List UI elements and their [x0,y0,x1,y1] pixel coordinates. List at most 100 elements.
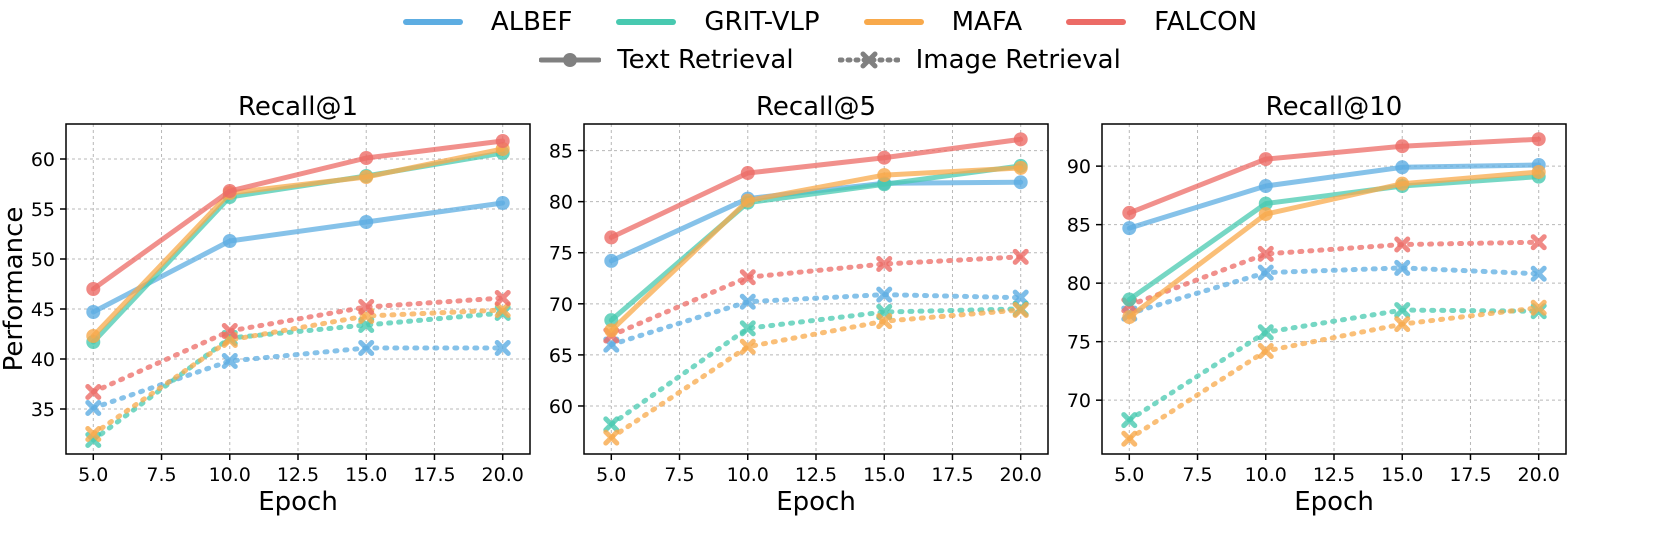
data-point [86,329,101,343]
x-tick-label: 20.0 [1518,464,1560,486]
data-point [1257,324,1274,341]
data-point [1395,176,1410,191]
data-point [1012,289,1029,306]
legend-item-grit-vlp: GRIT-VLP [616,7,820,37]
x-tick-label: 5.0 [596,464,626,486]
series-line [90,146,506,339]
data-point [86,282,101,296]
data-point [1257,343,1274,360]
y-tick-label: 35 [31,399,55,421]
series-line [1126,169,1542,320]
data-point [603,416,620,433]
data-point [221,353,238,369]
x-tick-label: 5.0 [78,464,108,486]
y-tick-label: 45 [31,299,55,321]
data-point [359,215,374,229]
x-tick-label: 17.5 [1449,464,1491,486]
y-tick-label: 40 [31,349,55,371]
data-point [1530,299,1547,316]
y-tick-label: 90 [1067,156,1091,178]
data-point [358,340,375,356]
legend-swatch-falcon [1066,19,1127,25]
chart-panel-recall-5: 5.0 7.5 10.0 12.5 15.0 17.5 20.0 60 65 70 75 80 85 Re… [549,92,1049,517]
y-tick-label: 65 [549,345,573,367]
x-tick-label: 20.0 [482,464,524,486]
data-point [1258,152,1273,167]
x-tick-label: 7.5 [146,464,176,486]
series-mafa-image-retrieval [1121,299,1547,447]
series-line [608,254,1024,338]
x-tick-label: 15.0 [345,464,387,486]
series-mafa-text-retrieval [1122,164,1546,325]
data-point [495,196,510,210]
data-point [1013,132,1028,147]
legend-label: ALBEF [490,7,573,37]
data-point [1122,205,1137,220]
data-point [1531,132,1546,147]
series-line [90,307,506,437]
x-tick-label: 10.0 [209,464,251,486]
legend-swatch-albef [402,19,463,25]
y-tick-label: 70 [549,294,573,316]
y-tick-label: 60 [31,149,55,171]
data-point [1531,164,1546,179]
data-point [359,151,374,165]
y-tick-label: 60 [549,396,573,418]
x-tick-label: 7.5 [664,464,694,486]
data-point [740,193,755,208]
data-point [1258,179,1273,194]
data-point [739,269,756,286]
x-tick-label: 17.5 [413,464,455,486]
data-point [876,255,893,272]
series-line [1126,174,1542,303]
series-line [608,307,1024,441]
y-tick-label: 75 [1067,332,1091,354]
data-point [739,293,756,310]
data-point [495,134,510,148]
image-retrieval-line-icon [837,51,900,69]
series-line [608,165,1024,333]
data-point [1394,236,1411,253]
data-point [739,338,756,355]
legend-label: GRIT-VLP [704,7,820,37]
data-point [85,400,102,416]
series-line [1126,239,1542,308]
text-retrieval-line-icon [539,53,602,67]
series-line [1126,136,1542,216]
data-point [876,313,893,330]
data-point [1122,221,1137,236]
series-mafa-image-retrieval [603,301,1029,446]
data-point [1257,264,1274,281]
data-point [740,166,755,181]
legend-label: FALCON [1154,7,1258,37]
legend-item-image-retrieval: Image Retrieval [837,45,1121,75]
legend-swatch-mafa [863,19,924,25]
y-tick-label: 50 [31,249,55,271]
chart-title: Recall@10 [1266,92,1403,122]
series-line [1126,307,1542,423]
series-line [608,306,1024,427]
data-point [604,253,619,268]
x-tick-label: 15.0 [863,464,905,486]
y-axis-label: Performance [0,207,29,372]
y-tick-label: 85 [549,141,573,163]
series-line [90,138,506,292]
data-point [1012,248,1029,265]
x-tick-label: 7.5 [1182,464,1212,486]
legend-item-mafa: MAFA [863,7,1023,37]
series-falcon-image-retrieval [85,290,511,400]
series-line [1126,305,1542,442]
data-point [222,234,237,248]
y-tick-label: 85 [1067,215,1091,237]
legend-label: MAFA [951,7,1023,37]
data-point [494,302,511,318]
data-point [1013,175,1028,190]
series-line [90,200,506,315]
x-axis-label: Epoch [776,487,856,517]
data-point [358,299,375,315]
data-point [86,305,101,319]
data-point [494,340,511,356]
y-tick-label: 55 [31,199,55,221]
x-tick-label: 12.5 [795,464,837,486]
x-tick-label: 5.0 [1114,464,1144,486]
